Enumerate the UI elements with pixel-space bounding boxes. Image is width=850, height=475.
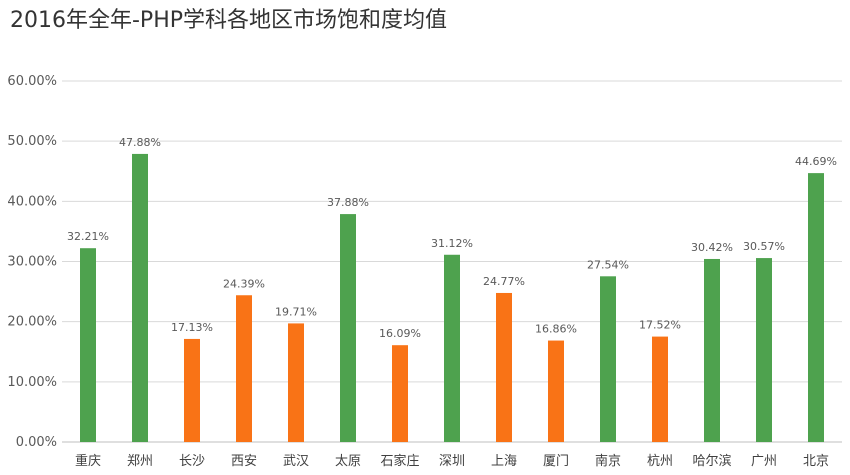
bar [288, 323, 304, 442]
x-category-label: 南京 [595, 453, 621, 469]
x-category-label: 深圳 [439, 454, 465, 469]
bar [548, 340, 564, 442]
data-label: 16.86% [535, 323, 577, 336]
x-category-label: 哈尔滨 [692, 453, 731, 469]
x-category-label: 长沙 [179, 454, 205, 469]
chart-title: 2016年全年-PHP学科各地区市场饱和度均值 [10, 8, 448, 33]
y-tick-label: 10.00% [7, 375, 57, 390]
data-label: 47.88% [119, 136, 161, 149]
x-category-label: 杭州 [647, 454, 673, 469]
bar [652, 336, 668, 442]
x-category-label: 石家庄 [380, 453, 419, 469]
x-category-label: 北京 [803, 454, 829, 469]
bar [184, 338, 200, 442]
data-label: 30.57% [743, 240, 785, 253]
y-tick-label: 50.00% [7, 134, 57, 149]
y-tick-label: 60.00% [7, 74, 57, 89]
data-label: 32.21% [67, 230, 109, 243]
bars [80, 153, 824, 442]
data-label: 24.39% [223, 277, 265, 290]
bar [80, 248, 96, 442]
y-tick-label: 20.00% [7, 315, 57, 330]
data-label: 16.09% [379, 327, 421, 340]
y-tick-label: 30.00% [7, 255, 57, 270]
data-label: 44.69% [795, 155, 837, 168]
data-label: 17.52% [639, 319, 681, 332]
bar [808, 173, 824, 442]
x-category-label: 太原 [335, 454, 361, 469]
data-label: 30.42% [691, 241, 733, 254]
data-label: 27.54% [587, 258, 629, 271]
y-axis-ticks: 0.00% 10.00% 20.00% 30.00% 40.00% 50.00% 60.00… [7, 74, 57, 450]
bar [600, 276, 616, 442]
bar [340, 214, 356, 442]
bar [236, 295, 252, 442]
bar [756, 258, 772, 442]
x-category-label: 重庆 [75, 453, 101, 469]
x-category-label: 武汉 [283, 454, 309, 469]
bar [704, 258, 720, 442]
bar [392, 345, 408, 442]
data-label: 24.77% [483, 275, 525, 288]
bar [496, 292, 512, 442]
x-category-label: 西安 [231, 454, 257, 469]
y-tick-label: 0.00% [16, 435, 57, 450]
data-labels: 32.21% 47.88% 17.13% 24.39% 19.71% 37.88% 16.0… [67, 136, 837, 340]
x-category-label: 厦门 [543, 454, 569, 469]
data-label: 37.88% [327, 196, 369, 209]
data-label: 31.12% [431, 237, 473, 250]
x-axis-categories: 重庆 郑州 长沙 西安 武汉 太原 石家庄 深圳 上海 厦门 南京 杭州 哈尔滨 广州 北京 [75, 453, 829, 469]
bar [132, 153, 148, 442]
data-label: 17.13% [171, 321, 213, 334]
x-category-label: 上海 [491, 454, 517, 469]
x-category-label: 广州 [751, 454, 777, 469]
data-label: 19.71% [275, 305, 317, 318]
y-tick-label: 40.00% [7, 194, 57, 209]
bar [444, 254, 460, 442]
x-category-label: 郑州 [127, 454, 153, 469]
